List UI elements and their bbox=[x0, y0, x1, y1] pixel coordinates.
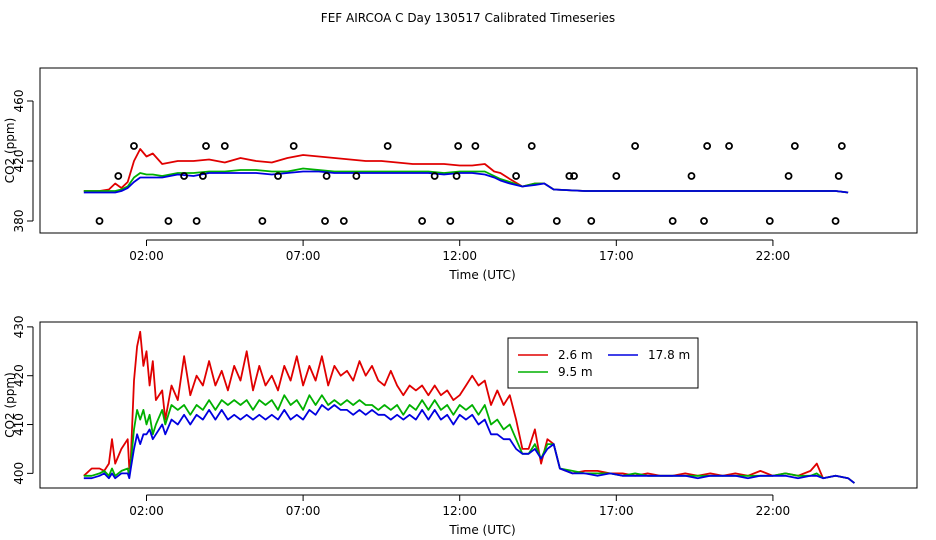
top-data-layer bbox=[83, 53, 849, 225]
bottom-y-tick-label: 400 bbox=[12, 462, 26, 485]
bottom-x-tick-label: 22:00 bbox=[756, 504, 791, 518]
top-data-point bbox=[700, 217, 708, 225]
top-series-line-3 bbox=[83, 170, 849, 194]
top-data-point bbox=[784, 172, 793, 180]
top-data-point bbox=[725, 142, 733, 150]
top-data-point bbox=[274, 172, 282, 180]
top-data-point bbox=[837, 142, 846, 150]
bottom-y-tick-label: 420 bbox=[12, 364, 26, 387]
top-y-tick-label: 380 bbox=[12, 210, 26, 233]
top-data-point bbox=[790, 142, 799, 150]
top-data-point bbox=[552, 217, 561, 225]
top-data-point bbox=[834, 172, 843, 180]
bottom-plot-frame bbox=[39, 321, 918, 489]
top-y-tick-label: 460 bbox=[12, 90, 26, 113]
legend-label: 17.8 m bbox=[648, 348, 690, 362]
figure-title: FEF AIRCOA C Day 130517 Calibrated Times… bbox=[321, 11, 615, 25]
top-x-tick-label: 17:00 bbox=[599, 249, 634, 263]
legend-label: 9.5 m bbox=[558, 365, 593, 379]
top-data-point bbox=[202, 142, 210, 150]
top-data-point bbox=[657, 53, 663, 59]
bottom-series-line-1 bbox=[83, 330, 855, 484]
bottom-series-line-3 bbox=[83, 404, 855, 484]
top-data-point bbox=[471, 142, 480, 150]
top-data-point bbox=[612, 172, 621, 180]
top-data-point bbox=[241, 53, 247, 59]
top-data-point bbox=[383, 142, 392, 150]
bottom-y-tick-label: 410 bbox=[12, 413, 26, 436]
top-x-tick-label: 07:00 bbox=[286, 249, 321, 263]
top-data-point bbox=[703, 142, 712, 150]
bottom-x-axis-label: Time (UTC) bbox=[448, 523, 515, 537]
top-data-point bbox=[751, 53, 757, 59]
legend-label: 2.6 m bbox=[558, 348, 593, 362]
top-data-point bbox=[831, 217, 840, 225]
top-data-point bbox=[352, 172, 361, 180]
top-data-point bbox=[220, 142, 229, 150]
bottom-y-axis-label: CO2 (ppm) bbox=[3, 372, 17, 438]
top-data-point bbox=[570, 172, 578, 180]
bottom-x-tick-label: 12:00 bbox=[442, 504, 477, 518]
top-data-point bbox=[206, 53, 212, 59]
bottom-series-line-2 bbox=[83, 394, 855, 484]
legend-box bbox=[507, 337, 699, 389]
bottom-data-layer bbox=[83, 330, 855, 484]
top-data-point bbox=[147, 53, 153, 59]
top-data-point bbox=[327, 53, 333, 59]
legend: 2.6 m 9.5 m 17.8 m bbox=[507, 337, 699, 389]
top-data-point bbox=[548, 53, 554, 59]
top-data-point bbox=[322, 172, 331, 180]
top-y-axis-label: CO2 (ppm) bbox=[3, 118, 17, 184]
top-x-tick-label: 02:00 bbox=[129, 249, 164, 263]
top-data-point bbox=[289, 142, 298, 150]
top-data-point bbox=[164, 217, 173, 225]
top-data-point bbox=[400, 53, 406, 59]
top-y-tick-label: 420 bbox=[12, 150, 26, 173]
top-data-point bbox=[306, 53, 312, 59]
top-data-point bbox=[258, 217, 267, 225]
top-data-point bbox=[180, 172, 188, 180]
top-data-point bbox=[321, 217, 329, 225]
top-data-point bbox=[505, 217, 514, 225]
top-x-tick-label: 12:00 bbox=[442, 249, 477, 263]
top-data-point bbox=[339, 217, 348, 225]
top-data-point bbox=[192, 217, 201, 225]
top-data-point bbox=[687, 172, 696, 180]
top-panel: 02:00 07:00 12:00 17:00 22:00 Time (UTC) 380 42… bbox=[3, 53, 918, 282]
top-data-point bbox=[114, 172, 123, 180]
top-data-point bbox=[95, 217, 104, 225]
top-data-point bbox=[457, 53, 463, 59]
top-data-point bbox=[631, 142, 640, 150]
top-data-point bbox=[707, 53, 713, 59]
top-data-point bbox=[765, 217, 774, 225]
top-data-point bbox=[198, 172, 207, 180]
top-data-point bbox=[494, 53, 500, 59]
top-data-point bbox=[512, 172, 520, 180]
top-data-point bbox=[587, 217, 596, 225]
top-x-tick-label: 22:00 bbox=[756, 249, 791, 263]
top-x-axis-label: Time (UTC) bbox=[448, 268, 515, 282]
bottom-x-tick-label: 17:00 bbox=[599, 504, 634, 518]
top-data-point bbox=[454, 142, 463, 150]
top-plot-frame bbox=[39, 67, 918, 234]
top-data-point bbox=[430, 172, 439, 180]
top-data-point bbox=[452, 172, 461, 180]
bottom-y-tick-label: 430 bbox=[12, 315, 26, 338]
top-data-point bbox=[568, 53, 574, 59]
top-data-point bbox=[418, 217, 427, 225]
bottom-panel: 02:00 07:00 12:00 17:00 22:00 Time (UTC) 400 41… bbox=[3, 315, 918, 537]
top-data-point bbox=[130, 142, 138, 150]
top-data-point bbox=[446, 217, 455, 225]
top-data-point bbox=[668, 217, 677, 225]
top-data-point bbox=[820, 53, 826, 59]
top-data-point bbox=[565, 172, 574, 180]
bottom-x-tick-label: 07:00 bbox=[286, 504, 321, 518]
top-data-point bbox=[840, 53, 846, 59]
top-data-point bbox=[527, 142, 536, 150]
bottom-x-tick-label: 02:00 bbox=[129, 504, 164, 518]
